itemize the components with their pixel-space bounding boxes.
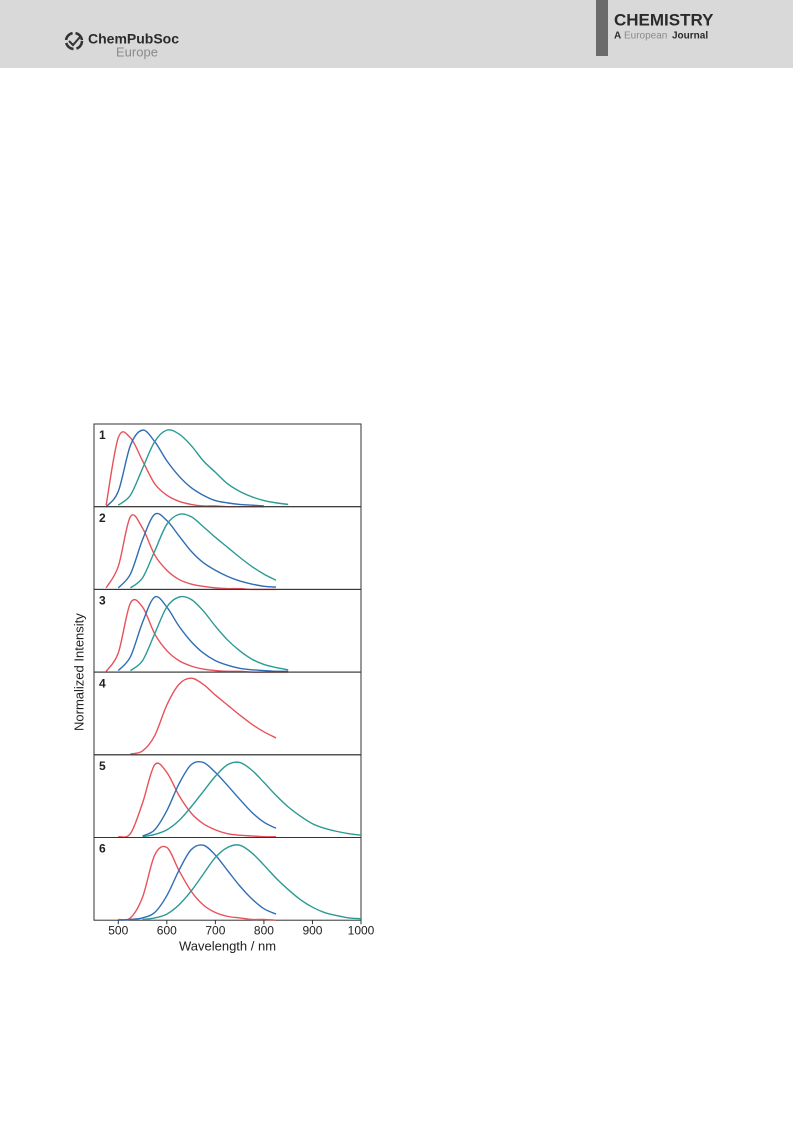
spectrum-line [117, 595, 289, 673]
spectrum-line [129, 513, 277, 589]
panel-label: 6 [99, 842, 106, 856]
spectrum-line [118, 845, 277, 921]
logo-check [68, 36, 81, 47]
journal-name: CHEMISTRY [614, 10, 714, 29]
publisher-name: ChemPubSoc [88, 31, 179, 47]
spectrum-line [129, 595, 289, 672]
panel-frame [93, 671, 362, 756]
spectrum-line [118, 844, 277, 921]
spectrum-line [117, 429, 289, 506]
panel-frame [93, 588, 362, 673]
spectrum-line [105, 429, 264, 508]
x-tick-label: 900 [302, 923, 322, 937]
spectrum-line [142, 761, 362, 838]
panel-label: 1 [99, 428, 106, 442]
panel-label: 3 [99, 594, 106, 608]
panel-frame [93, 423, 362, 508]
x-tick-label: 700 [205, 923, 225, 937]
spectrum-line [117, 512, 277, 589]
journal-tag: A [614, 31, 621, 42]
panel-label: 5 [99, 759, 106, 773]
x-tick-label: 1000 [348, 923, 375, 937]
spectrum-line [142, 760, 277, 837]
journal-tag: Journal [672, 31, 708, 42]
publisher-logo [64, 31, 84, 51]
header-bar [0, 0, 793, 68]
y-axis-label: Normalized Intensity [71, 613, 86, 731]
spectrum-line [118, 762, 277, 838]
x-tick-label: 800 [254, 923, 274, 937]
panel-label: 4 [99, 676, 106, 690]
x-axis-label: Wavelength / nm [179, 939, 276, 954]
spectrum-line [142, 844, 362, 921]
spectrum-line [130, 677, 277, 755]
publisher-sub: Europe [116, 44, 158, 59]
x-tick-label: 500 [108, 923, 128, 937]
spectrum-line [105, 598, 289, 673]
panel-label: 2 [99, 511, 106, 525]
journal-tag: European [624, 31, 667, 42]
journal-bar [596, 0, 608, 56]
panel-frame [93, 837, 362, 921]
x-tick-label: 600 [157, 923, 177, 937]
